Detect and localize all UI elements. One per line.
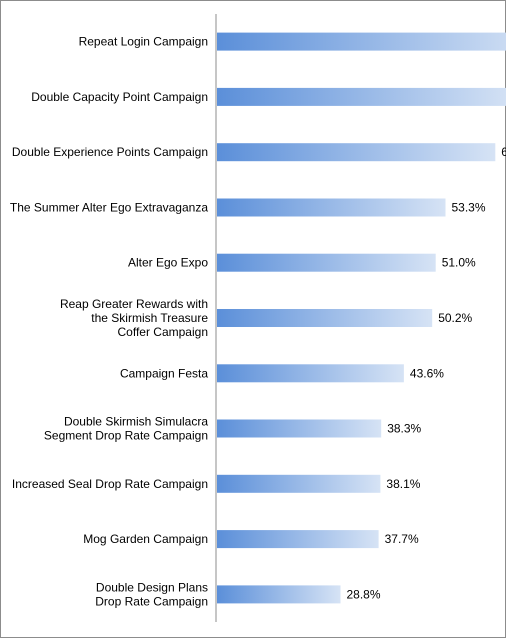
bar <box>217 32 506 51</box>
data-label: 37.7% <box>385 532 419 546</box>
category-label: The Summer Alter Ego Extravaganza <box>10 201 208 215</box>
category-label: Campaign Festa <box>120 366 208 380</box>
bar <box>217 309 433 327</box>
bar <box>217 253 436 272</box>
category-label: Double Design Plans Drop Rate Campaign <box>95 580 208 608</box>
value-labels-group: 75.2%69.8%64.9%53.3%51.0%50.2%43.6%38.3%… <box>347 145 506 601</box>
category-label: Increased Seal Drop Rate Campaign <box>12 477 208 491</box>
bar <box>217 364 404 383</box>
data-label: 51.0% <box>442 256 476 270</box>
bar <box>217 143 496 162</box>
category-label: Double Skirmish Simulacra Segment Drop Ra… <box>44 415 208 443</box>
data-label: 43.6% <box>410 366 444 380</box>
bar <box>217 87 506 106</box>
bar <box>217 585 341 604</box>
data-label: 38.1% <box>386 477 420 491</box>
category-label: Double Capacity Point Campaign <box>31 90 208 104</box>
category-label: Mog Garden Campaign <box>83 532 208 546</box>
data-label: 64.9% <box>501 145 506 159</box>
bars-group <box>217 32 506 604</box>
category-label: Repeat Login Campaign <box>79 35 208 49</box>
category-labels-group: Repeat Login Campaign Double Capacity Poi… <box>10 35 208 609</box>
bar <box>217 530 379 549</box>
category-label: Alter Ego Expo <box>128 256 208 270</box>
data-label: 53.3% <box>452 201 486 215</box>
data-label: 28.8% <box>347 587 381 601</box>
data-label: 50.2% <box>438 311 472 325</box>
data-label: 38.3% <box>387 422 421 436</box>
category-label: Reap Greater Rewards with the Skirmish Tr… <box>60 297 208 339</box>
category-label: Double Experience Points Campaign <box>12 145 208 159</box>
bar <box>217 474 381 493</box>
bar <box>217 419 382 438</box>
bar <box>217 198 446 217</box>
